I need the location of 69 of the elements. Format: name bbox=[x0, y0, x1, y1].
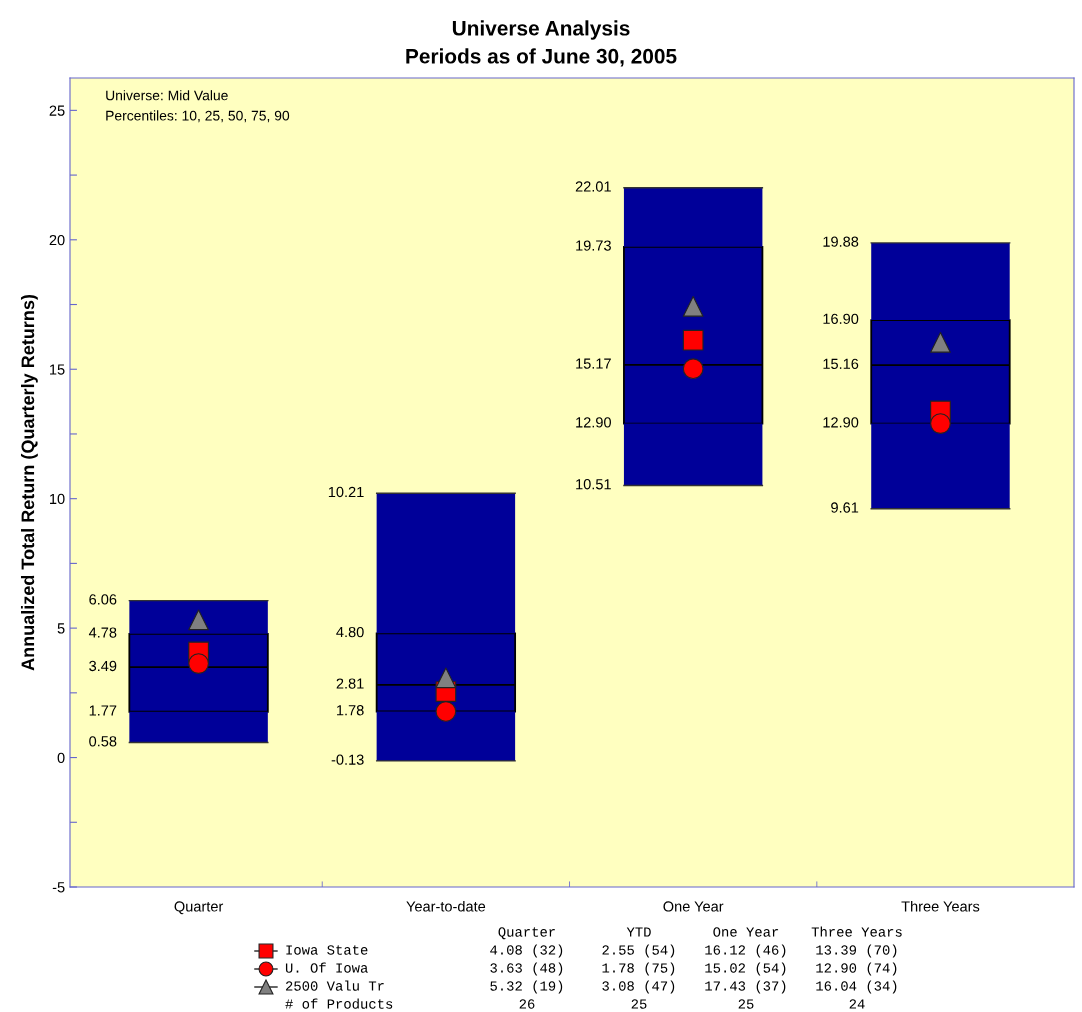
legend-label: 2500 Valu Tr bbox=[285, 980, 384, 991]
annotation: 15.16 bbox=[823, 358, 859, 370]
annotation: 1.77 bbox=[89, 705, 117, 716]
text: One Year bbox=[713, 927, 779, 937]
annotation: 1.78 bbox=[337, 705, 364, 716]
annotation: 10.51 bbox=[576, 479, 611, 490]
y-axis-title: Annualized Total Return (Quarterly Returns) bbox=[20, 294, 38, 671]
annotation: 0.58 bbox=[89, 736, 117, 747]
text: 25 bbox=[738, 999, 754, 1009]
annotation: 19.73 bbox=[576, 240, 611, 251]
point bbox=[930, 413, 951, 434]
x-tick-label: Year-to-date bbox=[406, 900, 486, 912]
y-tick-label: 5 bbox=[57, 623, 65, 634]
annotation: Universe: Mid Value bbox=[106, 90, 228, 101]
text: Three Years bbox=[811, 926, 902, 937]
text: YTD bbox=[626, 927, 651, 937]
text: 1.78 (75) bbox=[602, 962, 675, 976]
annotation: 15.17 bbox=[576, 358, 611, 369]
y-tick-label: 10 bbox=[50, 493, 65, 505]
text: 15.02 (54) bbox=[705, 962, 786, 976]
annotation: 12.90 bbox=[576, 417, 611, 428]
text: 3.08 (47) bbox=[602, 980, 675, 994]
text: 25 bbox=[631, 999, 647, 1009]
y-tick-label: 0 bbox=[57, 752, 65, 763]
annotation: 6.06 bbox=[89, 594, 117, 605]
x-tick-label: One Year bbox=[663, 901, 724, 912]
text: 26 bbox=[519, 999, 535, 1009]
legend-label: U. Of Iowa bbox=[285, 962, 368, 973]
annotation: 22.01 bbox=[575, 181, 611, 192]
point bbox=[435, 667, 457, 689]
annotation: 3.49 bbox=[89, 660, 117, 672]
text: 16.04 (34) bbox=[816, 980, 897, 994]
chart-subtitle: Periods as of June 30, 2005 bbox=[406, 48, 677, 67]
x-tick-label: Quarter bbox=[174, 901, 224, 915]
text: 16.12 (46) bbox=[705, 944, 786, 958]
point bbox=[682, 358, 704, 380]
text: 24 bbox=[849, 999, 865, 1009]
text: 17.43 (37) bbox=[705, 980, 786, 994]
point bbox=[188, 609, 209, 631]
legend-label: Iowa State bbox=[286, 945, 368, 955]
annotation: -0.13 bbox=[331, 754, 364, 765]
y-tick-label: 25 bbox=[49, 105, 65, 116]
point bbox=[188, 653, 209, 674]
annotation: 10.21 bbox=[328, 486, 364, 498]
annotation: 19.88 bbox=[823, 236, 859, 247]
text: 2.55 (54) bbox=[602, 944, 675, 958]
text: 12.90 (74) bbox=[816, 962, 897, 976]
text: 13.39 (70) bbox=[816, 944, 897, 958]
point bbox=[435, 701, 457, 722]
annotation: 2.81 bbox=[336, 678, 364, 689]
text: 3.63 (48) bbox=[490, 962, 563, 976]
point bbox=[682, 329, 704, 351]
text: # of Products bbox=[285, 998, 393, 1009]
text: 5.32 (19) bbox=[490, 980, 563, 994]
point bbox=[930, 331, 951, 353]
text: 4.08 (32) bbox=[490, 944, 563, 958]
y-tick-label: -5 bbox=[52, 882, 65, 893]
text: Quarter bbox=[498, 927, 555, 940]
annotation: 12.90 bbox=[823, 417, 859, 428]
x-tick-label: Three Years bbox=[901, 900, 980, 912]
annotation: 4.78 bbox=[88, 627, 117, 638]
y-tick-label: 20 bbox=[49, 234, 65, 246]
chart-title: Universe Analysis bbox=[452, 20, 630, 40]
y-tick-label: 15 bbox=[50, 364, 65, 375]
annotation: 16.90 bbox=[823, 313, 859, 324]
annotation: 9.61 bbox=[831, 502, 859, 513]
annotation: 4.80 bbox=[336, 626, 364, 638]
point bbox=[682, 295, 704, 317]
annotation: Percentiles: 10, 25, 50, 75, 90 bbox=[106, 110, 290, 123]
